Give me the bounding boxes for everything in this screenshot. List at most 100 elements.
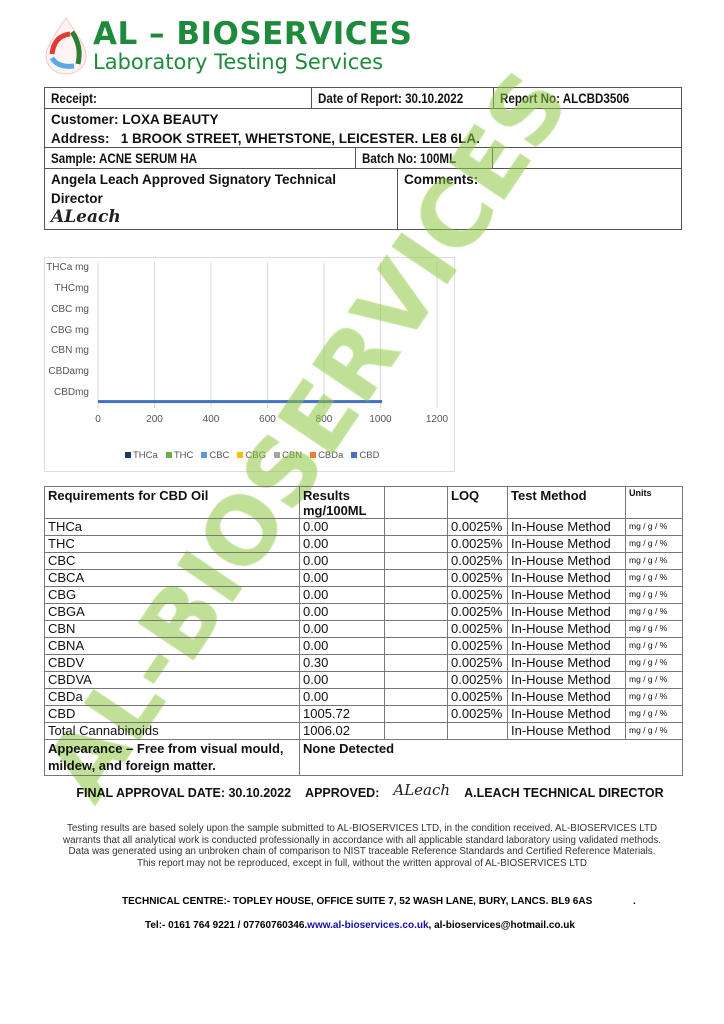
table-cell: 0.0025% <box>447 705 508 723</box>
table-cell: 0.00 <box>299 688 385 706</box>
table-cell <box>384 722 448 740</box>
legend-item: CBG <box>237 450 266 461</box>
table-cell: In-House Method <box>507 569 626 587</box>
table-cell: In-House Method <box>507 722 626 740</box>
table-cell: 1005.72 <box>299 705 385 723</box>
table-cell: 0.00 <box>299 586 385 604</box>
legend-swatch <box>201 452 208 458</box>
table-cell <box>384 637 448 655</box>
y-tick-label: THCa mg <box>46 262 89 273</box>
x-tick-label: 600 <box>259 414 276 425</box>
appearance-value: None Detected <box>299 739 683 776</box>
table-cell: In-House Method <box>507 637 626 655</box>
table-cell: mg / g / % <box>625 722 683 740</box>
disclaimer: Testing results are based solely upon th… <box>63 823 661 869</box>
legend-item: THCa <box>125 450 158 461</box>
table-cell <box>384 671 448 689</box>
table-cell: mg / g / % <box>625 552 683 570</box>
table-cell <box>384 586 448 604</box>
table-cell <box>384 654 448 672</box>
approved-label: APPROVED: <box>305 786 380 800</box>
chart-legend: THCa THC CBC CBG CBN CBDa CBD <box>125 450 379 461</box>
table-cell: 0.0025% <box>447 586 508 604</box>
table-cell: Total Cannabinoids <box>44 722 300 740</box>
table-cell: mg / g / % <box>625 586 683 604</box>
table-cell: mg / g / % <box>625 637 683 655</box>
table-cell: 0.00 <box>299 637 385 655</box>
legend-item: CBC <box>201 450 229 461</box>
table-cell: mg / g / % <box>625 603 683 621</box>
approval-signature: ALeach <box>393 781 451 799</box>
footer-contact: Tel:- 0161 764 9221 / 07760760346.www.al… <box>145 920 575 931</box>
table-cell: THC <box>44 535 300 553</box>
table-cell: mg / g / % <box>625 705 683 723</box>
table-cell: In-House Method <box>507 518 626 536</box>
legend-label: CBN <box>282 450 303 461</box>
legend-item: CBN <box>274 450 302 461</box>
table-cell: mg / g / % <box>625 535 683 553</box>
x-tick-label: 200 <box>146 414 163 425</box>
y-tick-label: THCmg <box>54 282 89 294</box>
table-cell <box>384 688 448 706</box>
table-cell <box>384 569 448 587</box>
footer-dot: . <box>633 896 636 907</box>
website-link[interactable]: www.al-bioservices.co.uk <box>307 920 429 931</box>
table-cell: 0.0025% <box>447 569 508 587</box>
table-cell: CBNA <box>44 637 300 655</box>
table-cell: In-House Method <box>507 705 626 723</box>
bar-chart <box>97 262 438 408</box>
table-cell: CBD <box>44 705 300 723</box>
legend-label: THC <box>173 450 194 461</box>
table-cell: THCa <box>44 518 300 536</box>
legend-swatch <box>351 452 358 458</box>
y-tick-label: CBG mg <box>50 324 89 336</box>
x-tick-label: 1200 <box>425 414 449 425</box>
final-approval-date: FINAL APPROVAL DATE: 30.10.2022 <box>76 786 292 800</box>
table-cell: 0.00 <box>299 552 385 570</box>
legend-label: CBG <box>245 450 266 461</box>
table-cell <box>384 552 448 570</box>
table-cell <box>384 518 448 536</box>
table-cell: 0.00 <box>299 535 385 553</box>
table-cell: CBDVA <box>44 671 300 689</box>
table-cell: 0.00 <box>299 518 385 536</box>
table-cell: 0.0025% <box>447 535 508 553</box>
telephone: Tel:- 0161 764 9221 / 07760760346. <box>145 920 308 931</box>
legend-item: CBD <box>351 450 379 461</box>
column-header <box>384 486 448 519</box>
table-cell: In-House Method <box>507 620 626 638</box>
table-cell: 0.0025% <box>447 637 508 655</box>
table-cell: 0.00 <box>299 620 385 638</box>
table-cell <box>384 535 448 553</box>
approval-row: FINAL APPROVAL DATE: 30.10.2022 APPROVED… <box>40 778 700 800</box>
legend-label: CBD <box>359 450 380 461</box>
table-cell: 0.0025% <box>447 552 508 570</box>
table-cell: CBC <box>44 552 300 570</box>
table-cell: 0.0025% <box>447 518 508 536</box>
table-cell <box>447 722 508 740</box>
footer-address: TECHNICAL CENTRE:- TOPLEY HOUSE, OFFICE … <box>122 896 636 907</box>
legend-label: THCa <box>133 450 158 461</box>
table-cell: 0.00 <box>299 603 385 621</box>
table-cell: CBGA <box>44 603 300 621</box>
email: , al-bioservices@hotmail.co.uk <box>428 920 575 931</box>
bar-cbd <box>98 400 383 404</box>
table-cell: CBDa <box>44 688 300 706</box>
x-tick-label: 800 <box>315 414 333 425</box>
table-cell: 0.00 <box>299 671 385 689</box>
legend-swatch <box>165 452 172 458</box>
column-header: LOQ <box>447 486 508 519</box>
table-cell: mg / g / % <box>625 620 683 638</box>
y-tick-label: CBC mg <box>51 303 89 315</box>
table-cell <box>384 705 448 723</box>
table-cell: 0.0025% <box>447 688 508 706</box>
table-cell: In-House Method <box>507 535 626 553</box>
column-header: Results mg/100ML <box>299 486 385 519</box>
x-tick-label: 1000 <box>369 414 392 425</box>
appearance-label: Appearance – Free from visual mould, mil… <box>44 739 300 776</box>
table-cell: mg / g / % <box>625 518 683 536</box>
table-cell: mg / g / % <box>625 688 683 706</box>
y-tick-label: CBDmg <box>53 387 89 399</box>
table-cell: 0.0025% <box>447 671 508 689</box>
